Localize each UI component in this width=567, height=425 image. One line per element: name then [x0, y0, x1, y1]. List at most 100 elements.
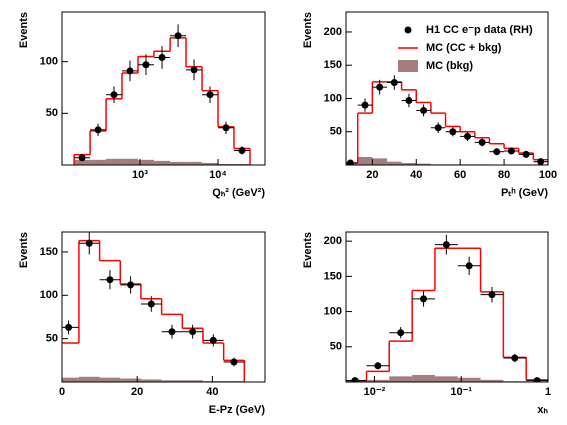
data-point [158, 53, 166, 61]
plot-area [62, 232, 246, 382]
frame [345, 11, 549, 166]
bkg-bar [153, 160, 171, 165]
data-point [397, 329, 405, 337]
data-point [488, 291, 496, 299]
data-point [449, 128, 457, 136]
bkg-bar [401, 163, 417, 165]
y-tick-label: 50 [46, 333, 58, 345]
bkg-bar [182, 380, 203, 382]
bkg-bar [416, 163, 431, 165]
x-tick-label: 20 [131, 386, 143, 398]
y-tick-label: 50 [330, 341, 342, 353]
data-point [442, 241, 450, 249]
data-point [351, 377, 359, 382]
bkg-bar [137, 159, 154, 165]
legend-label: H1 CC e⁻p data (RH) [426, 24, 533, 36]
data-point [420, 295, 428, 303]
data-point [511, 354, 519, 362]
y-tick-label: 50 [330, 126, 342, 138]
bkg-bar [366, 379, 390, 382]
data-point [361, 101, 369, 109]
data-point [346, 159, 354, 165]
bkg-bar [202, 162, 219, 165]
data-point [478, 138, 486, 146]
bkg-bar [457, 377, 481, 382]
bkg-bar [434, 376, 458, 382]
y-tick-label: 100 [40, 289, 58, 301]
data-point [94, 126, 102, 134]
data-point [110, 91, 118, 99]
legend-marker [404, 26, 412, 34]
data-point [390, 79, 398, 87]
bkg-bar [106, 158, 122, 165]
x-axis-label: Pₜʰ (GeV) [501, 187, 548, 199]
x-tick-label: 10³ [132, 169, 148, 181]
data-point [168, 328, 176, 336]
y-tick-label: 100 [324, 305, 342, 317]
bkg-bar [389, 376, 413, 382]
data-point [65, 323, 73, 331]
frame [345, 231, 549, 383]
legend-label: MC (CC + bkg) [426, 42, 502, 54]
y-tick-label: 100 [324, 92, 342, 104]
data-point [522, 150, 530, 158]
bkg-bar [357, 157, 373, 165]
x-tick-label: 40 [410, 169, 422, 181]
data-point [230, 358, 238, 366]
data-point [465, 262, 473, 270]
data-point [493, 148, 501, 156]
bkg-bar [121, 158, 138, 165]
data-point [222, 124, 230, 132]
data-point [405, 96, 413, 104]
plot-area [346, 234, 548, 382]
data-point [463, 132, 471, 140]
bkg-bar [78, 376, 100, 382]
data-point [533, 377, 541, 382]
data-point [126, 67, 134, 75]
x-axis-label: xₕ [537, 404, 548, 416]
data-point [209, 336, 217, 344]
x-tick-label: 0 [59, 386, 65, 398]
bkg-bar [140, 379, 162, 382]
data-point [507, 147, 515, 155]
plot-area [346, 75, 548, 165]
legend-label: MC (bkg) [426, 60, 473, 72]
bkg-bar [170, 161, 187, 165]
data-point [78, 154, 86, 162]
x-axis-label: E-Pz (GeV) [209, 404, 266, 416]
x-tick-label: 20 [366, 169, 378, 181]
x-tick-label: 10⁴ [209, 169, 227, 181]
y-tick-label: 200 [324, 235, 342, 247]
y-tick-label: 50 [46, 107, 58, 119]
bkg-bar [372, 158, 387, 165]
bkg-bar [90, 159, 107, 165]
data-point [238, 147, 246, 155]
x-tick-label: 40 [206, 386, 218, 398]
plot-area [73, 24, 251, 165]
y-axis-label: Events [302, 12, 314, 48]
y-axis-label: Events [302, 232, 314, 268]
data-point [85, 239, 93, 247]
x-tick-label: 10⁻² [364, 386, 386, 398]
data-point [376, 83, 384, 91]
y-tick-label: 200 [324, 26, 342, 38]
data-point [190, 66, 198, 74]
bkg-bar [74, 159, 91, 165]
data-point [420, 106, 428, 114]
bkg-bar [233, 163, 251, 165]
data-point [206, 91, 214, 99]
bkg-bar [480, 379, 504, 382]
y-axis-label: Events [18, 232, 30, 268]
y-tick-label: 150 [324, 59, 342, 71]
bkg-bar [161, 380, 183, 382]
x-tick-label: 60 [454, 169, 466, 181]
x-tick-label: 100 [539, 169, 557, 181]
bkg-bar [412, 374, 435, 382]
data-point [106, 276, 114, 284]
y-tick-label: 150 [40, 246, 58, 258]
x-tick-label: 80 [498, 169, 510, 181]
data-point [142, 61, 150, 69]
y-tick-label: 100 [40, 56, 58, 68]
x-axis-label: Qₕ² (GeV²) [212, 187, 265, 199]
